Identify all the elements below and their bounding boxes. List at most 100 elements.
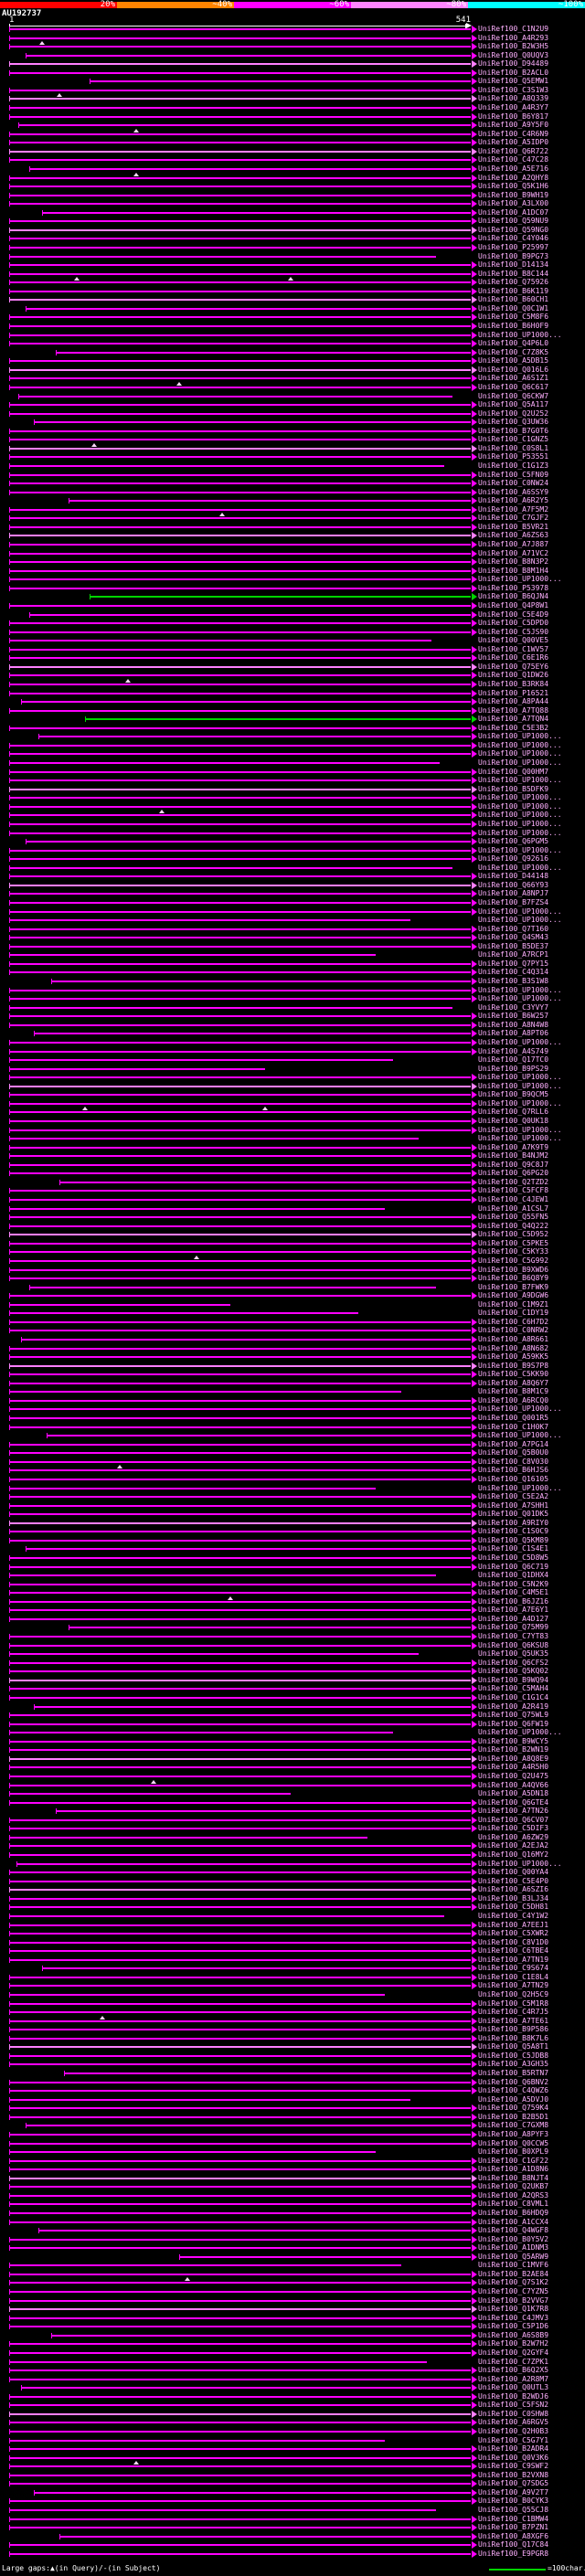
hit-row[interactable]: UniRef100_Q17C84	[0, 2540, 585, 2549]
hit-row[interactable]: UniRef100_Q2UKB7	[0, 2182, 585, 2191]
hit-row[interactable]: UniRef100_C4Y1W2	[0, 1912, 585, 1920]
hit-row[interactable]: UniRef100_Q7PY15	[0, 959, 585, 968]
hit-row[interactable]: UniRef100_C4M5E1	[0, 1588, 585, 1597]
hit-row[interactable]: UniRef100_B2AE84	[0, 2270, 585, 2278]
hit-row[interactable]: UniRef100_A5DN18	[0, 1789, 585, 1797]
hit-row[interactable]: UniRef100_Q75WL9	[0, 1711, 585, 1720]
hit-row[interactable]: UniRef100_UP1000...	[0, 1038, 585, 1046]
hit-row[interactable]: UniRef100_UP1000...	[0, 575, 585, 584]
hit-row[interactable]: UniRef100_C5MAH4	[0, 1684, 585, 1693]
hit-row[interactable]: UniRef100_B60CH1	[0, 295, 585, 304]
hit-row[interactable]: UniRef100_Q66Y93	[0, 881, 585, 889]
hit-row[interactable]: UniRef100_UP1000...	[0, 1073, 585, 1082]
hit-row[interactable]: UniRef100_UP1000...	[0, 829, 585, 837]
hit-row[interactable]: UniRef100_Q5ARW9	[0, 2253, 585, 2261]
hit-row[interactable]: UniRef100_B9S7P8	[0, 1362, 585, 1370]
hit-row[interactable]: UniRef100_Q759K4	[0, 2104, 585, 2113]
hit-row[interactable]: UniRef100_UP1000...	[0, 776, 585, 785]
hit-row[interactable]: UniRef100_B6QJN4	[0, 592, 585, 601]
hit-row[interactable]: UniRef100_B6W257	[0, 1012, 585, 1021]
hit-row[interactable]: UniRef100_Q0CCW5	[0, 2139, 585, 2147]
hit-row[interactable]: UniRef100_C8V030	[0, 1458, 585, 1466]
hit-row[interactable]: UniRef100_Q6GTE4	[0, 1798, 585, 1807]
hit-row[interactable]: UniRef100_C1M9Z1	[0, 1300, 585, 1309]
hit-row[interactable]: UniRef100_C5M8F6	[0, 313, 585, 322]
hit-row[interactable]: UniRef100_C1GNZ5	[0, 435, 585, 444]
hit-row[interactable]: UniRef100_C0SHW8	[0, 2410, 585, 2418]
hit-row[interactable]: UniRef100_Q0V3K6	[0, 2454, 585, 2462]
hit-row[interactable]: UniRef100_Q6KSU8	[0, 1641, 585, 1649]
hit-row[interactable]: UniRef100_C3S1W3	[0, 86, 585, 94]
hit-row[interactable]: UniRef100_B9QCM5	[0, 1090, 585, 1099]
hit-row[interactable]: UniRef100_Q0UK18	[0, 1117, 585, 1125]
hit-row[interactable]: UniRef100_C5E3B2	[0, 724, 585, 732]
hit-row[interactable]: UniRef100_Q1K7R8	[0, 2305, 585, 2314]
hit-row[interactable]: UniRef100_A4R5H0	[0, 1763, 585, 1772]
hit-row[interactable]: UniRef100_C4R6N9	[0, 128, 585, 138]
hit-row[interactable]: UniRef100_C5D952	[0, 1230, 585, 1239]
hit-row[interactable]: UniRef100_A7TQN4	[0, 715, 585, 724]
hit-row[interactable]: UniRef100_Q2U475	[0, 1772, 585, 1780]
hit-row[interactable]: UniRef100_Q5KM89	[0, 1536, 585, 1544]
hit-row[interactable]: UniRef100_A7J887	[0, 540, 585, 549]
hit-row[interactable]: UniRef100_A59KK5	[0, 1352, 585, 1362]
hit-row[interactable]: UniRef100_UP1000...	[0, 1431, 585, 1440]
hit-row[interactable]: UniRef100_B2ADR4	[0, 2444, 585, 2454]
hit-row[interactable]: UniRef100_C1GF22	[0, 2157, 585, 2165]
hit-row[interactable]: UniRef100_A5IDP0	[0, 138, 585, 147]
hit-row[interactable]: UniRef100_C8V1D0	[0, 1938, 585, 1946]
hit-row[interactable]: UniRef100_C4QWZ6	[0, 2086, 585, 2095]
hit-row[interactable]: UniRef100_A4QV66	[0, 1779, 585, 1789]
hit-row[interactable]: UniRef100_A9Y5F0	[0, 121, 585, 130]
hit-row[interactable]: UniRef100_B8K7L6	[0, 2034, 585, 2042]
hit-row[interactable]: UniRef100_C4R7J5	[0, 2008, 585, 2017]
hit-row[interactable]: UniRef100_UP1000...	[0, 1099, 585, 1108]
hit-row[interactable]: UniRef100_A3GH35	[0, 2060, 585, 2069]
hit-row[interactable]: UniRef100_Q6BNV2	[0, 2078, 585, 2086]
hit-row[interactable]: UniRef100_Q7RLL6	[0, 1107, 585, 1117]
hit-row[interactable]: UniRef100_UP1000...	[0, 916, 585, 924]
hit-row[interactable]: UniRef100_Q5A8T1	[0, 2042, 585, 2051]
hit-row[interactable]: UniRef100_C0NW24	[0, 479, 585, 488]
hit-row[interactable]: UniRef100_A5E716	[0, 164, 585, 173]
hit-row[interactable]: UniRef100_B8N3P2	[0, 557, 585, 567]
hit-row[interactable]: UniRef100_Q0C1W1	[0, 304, 585, 313]
hit-row[interactable]: UniRef100_A1DNM3	[0, 2243, 585, 2253]
hit-row[interactable]: UniRef100_Q6C719	[0, 1563, 585, 1571]
hit-row[interactable]: UniRef100_A8PT06	[0, 1029, 585, 1038]
hit-row[interactable]: UniRef100_C5PKE5	[0, 1239, 585, 1247]
hit-row[interactable]: UniRef100_A6SSY9	[0, 488, 585, 496]
hit-row[interactable]: UniRef100_B5RTN7	[0, 2069, 585, 2078]
hit-row[interactable]: UniRef100_B2WDJ6	[0, 2392, 585, 2401]
hit-row[interactable]: UniRef100_A6RCQ0	[0, 1396, 585, 1405]
hit-row[interactable]: UniRef100_Q7S1K2	[0, 2277, 585, 2287]
hit-row[interactable]: UniRef100_UP1000...	[0, 994, 585, 1003]
hit-row[interactable]: UniRef100_A2R8M7	[0, 2375, 585, 2383]
hit-row[interactable]: UniRef100_A7E6Y1	[0, 1606, 585, 1615]
hit-row[interactable]: UniRef100_A7TN26	[0, 1807, 585, 1816]
hit-row[interactable]: UniRef100_Q3UW36	[0, 418, 585, 427]
hit-row[interactable]: UniRef100_C47C28	[0, 155, 585, 164]
hit-row[interactable]: UniRef100_A1DC07	[0, 208, 585, 217]
hit-row[interactable]: UniRef100_C5XWR2	[0, 1929, 585, 1938]
hit-row[interactable]: UniRef100_C5D8W5	[0, 1553, 585, 1562]
hit-row[interactable]: UniRef100_C5DPD0	[0, 619, 585, 628]
hit-row[interactable]: UniRef100_UP1000...	[0, 793, 585, 802]
hit-row[interactable]: UniRef100_UP1000...	[0, 802, 585, 811]
hit-row[interactable]: UniRef100_Q6PG20	[0, 1169, 585, 1178]
hit-row[interactable]: UniRef100_UP1000...	[0, 758, 585, 767]
hit-row[interactable]: UniRef100_B6H0F9	[0, 322, 585, 331]
hit-row[interactable]: UniRef100_Q7SDG5	[0, 2479, 585, 2488]
hit-row[interactable]: UniRef100_A7F5M2	[0, 505, 585, 514]
hit-row[interactable]: UniRef100_C1S0C9	[0, 1527, 585, 1536]
hit-row[interactable]: UniRef100_C7ZPK1	[0, 2358, 585, 2366]
hit-row[interactable]: UniRef100_Q17TC0	[0, 1055, 585, 1064]
hit-row[interactable]: UniRef100_A6ZW29	[0, 1833, 585, 1841]
hit-row[interactable]: UniRef100_A2EJA2	[0, 1841, 585, 1850]
hit-row[interactable]: UniRef100_A5DB15	[0, 356, 585, 366]
hit-row[interactable]: UniRef100_A1CSL7	[0, 1204, 585, 1213]
hit-row[interactable]: UniRef100_A8Q339	[0, 93, 585, 103]
hit-row[interactable]: UniRef100_C7GJF2	[0, 513, 585, 523]
hit-row[interactable]: UniRef100_Q59NG0	[0, 226, 585, 234]
hit-row[interactable]: UniRef100_C7GXM8	[0, 2121, 585, 2130]
